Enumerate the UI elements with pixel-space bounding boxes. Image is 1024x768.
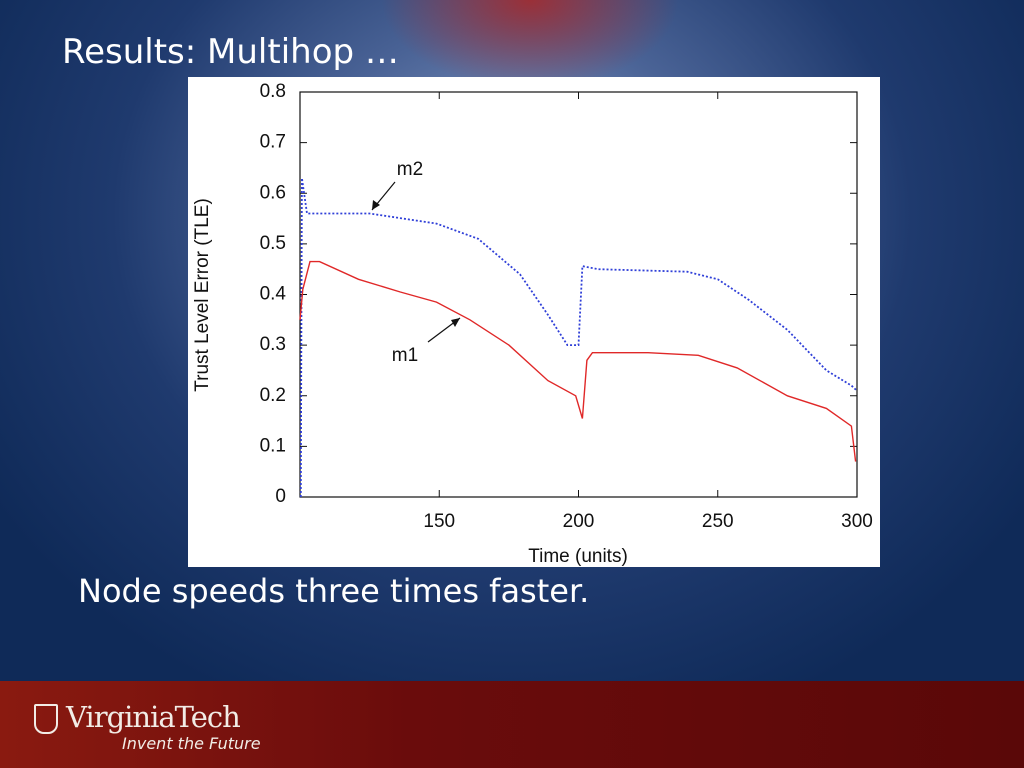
logo-shield — [34, 704, 58, 734]
y-tick-label: 0.3 — [260, 334, 286, 355]
y-tick-label: 0.1 — [260, 435, 286, 456]
arrow-head — [451, 318, 460, 327]
slide-caption: Node speeds three times faster. — [78, 572, 590, 610]
y-tick-label: 0.7 — [260, 132, 286, 153]
x-axis-label: Time (units) — [528, 546, 628, 567]
y-tick-label: 0.5 — [260, 233, 286, 254]
series-label: m2 — [397, 159, 423, 180]
series-label: m1 — [392, 345, 418, 366]
x-tick-label: 150 — [423, 511, 455, 532]
logo: VirginiaTech — [66, 700, 241, 734]
y-tick-label: 0.4 — [260, 284, 287, 305]
y-tick-label: 0.6 — [260, 182, 286, 203]
background-glow — [380, 0, 680, 90]
slide-title: Results: Multihop … — [62, 32, 399, 72]
footer-band — [0, 681, 1024, 768]
x-tick-label: 250 — [702, 511, 734, 532]
y-tick-label: 0 — [275, 486, 286, 507]
series-line — [299, 260, 857, 462]
x-tick-label: 300 — [841, 511, 873, 532]
series-line — [299, 177, 858, 498]
tagline: Invent the Future — [122, 734, 261, 753]
y-tick-label: 0.2 — [260, 385, 286, 406]
y-axis-label: Trust Level Error (TLE) — [192, 198, 213, 392]
chart-background — [188, 77, 880, 567]
x-tick-label: 200 — [563, 511, 595, 532]
arrow-head — [372, 200, 380, 210]
y-tick-label: 0.8 — [260, 81, 286, 102]
